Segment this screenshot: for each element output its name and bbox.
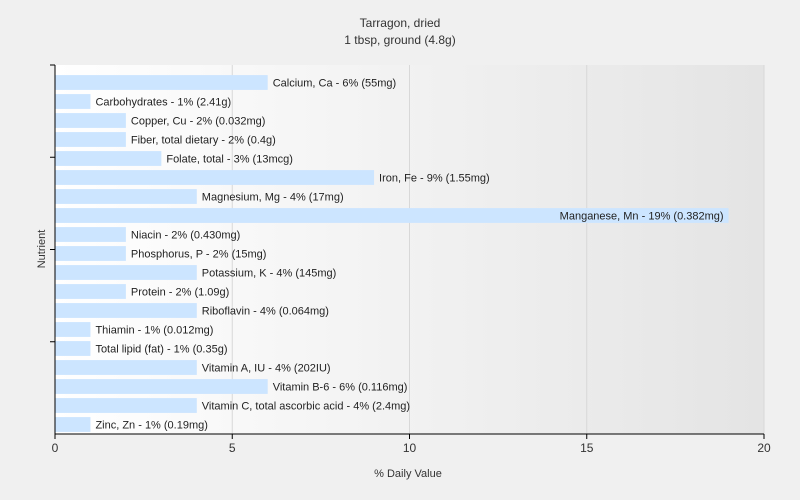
bar-8	[55, 227, 126, 242]
y-axis-label: Nutrient	[36, 230, 48, 269]
bar-12	[55, 303, 197, 318]
x-tick-label-3: 15	[580, 441, 594, 455]
x-tick-label-1: 5	[229, 441, 236, 455]
bar-label-17: Vitamin C, total ascorbic acid - 4% (2.4…	[202, 401, 410, 413]
bar-5	[55, 170, 375, 185]
bar-10	[55, 265, 197, 280]
bar-label-3: Fiber, total dietary - 2% (0.4g)	[131, 135, 276, 147]
bar-6	[55, 189, 197, 204]
bar-15	[55, 360, 197, 375]
bar-1	[55, 94, 91, 109]
bar-2	[55, 113, 126, 128]
bar-14	[55, 341, 91, 356]
bar-label-12: Riboflavin - 4% (0.064mg)	[202, 306, 329, 318]
bar-13	[55, 322, 91, 337]
x-tick-label-0: 0	[52, 441, 59, 455]
bar-18	[55, 417, 91, 432]
bar-17	[55, 398, 197, 413]
bar-4	[55, 151, 162, 166]
grid-lines	[231, 65, 765, 434]
bar-label-2: Copper, Cu - 2% (0.032mg)	[131, 116, 266, 128]
bars: Calcium, Ca - 6% (55mg) Carbohydrates - 1…	[55, 75, 729, 432]
bar-0	[55, 75, 268, 90]
bar-label-7: Manganese, Mn - 19% (0.382mg)	[560, 211, 724, 223]
x-tick-labels: 0 5 10 15 20	[52, 434, 771, 455]
bar-label-8: Niacin - 2% (0.430mg)	[131, 230, 240, 242]
bar-11	[55, 284, 126, 299]
bar-label-11: Protein - 2% (1.09g)	[131, 287, 229, 299]
bar-16	[55, 379, 268, 394]
x-tick-label-4: 20	[757, 441, 771, 455]
chart-title: Tarragon, dried	[360, 16, 441, 30]
bar-label-0: Calcium, Ca - 6% (55mg)	[273, 78, 396, 90]
bar-label-14: Total lipid (fat) - 1% (0.35g)	[95, 344, 227, 356]
bar-label-15: Vitamin A, IU - 4% (202IU)	[202, 363, 331, 375]
x-tick-label-2: 10	[403, 441, 417, 455]
bar-9	[55, 246, 126, 261]
bar-7	[55, 208, 729, 223]
bar-label-4: Folate, total - 3% (13mcg)	[166, 154, 293, 166]
bar-label-9: Phosphorus, P - 2% (15mg)	[131, 249, 267, 261]
bar-label-6: Magnesium, Mg - 4% (17mg)	[202, 192, 344, 204]
chart-subtitle: 1 tbsp, ground (4.8g)	[344, 33, 455, 47]
bar-label-13: Thiamin - 1% (0.012mg)	[95, 325, 213, 337]
bar-label-1: Carbohydrates - 1% (2.41g)	[95, 97, 231, 109]
bar-label-18: Zinc, Zn - 1% (0.19mg)	[95, 420, 207, 432]
bar-label-16: Vitamin B-6 - 6% (0.116mg)	[273, 382, 408, 394]
bar-label-5: Iron, Fe - 9% (1.55mg)	[379, 173, 490, 185]
x-axis-label: % Daily Value	[374, 468, 442, 480]
bar-label-10: Potassium, K - 4% (145mg)	[202, 268, 336, 280]
bar-3	[55, 132, 126, 147]
